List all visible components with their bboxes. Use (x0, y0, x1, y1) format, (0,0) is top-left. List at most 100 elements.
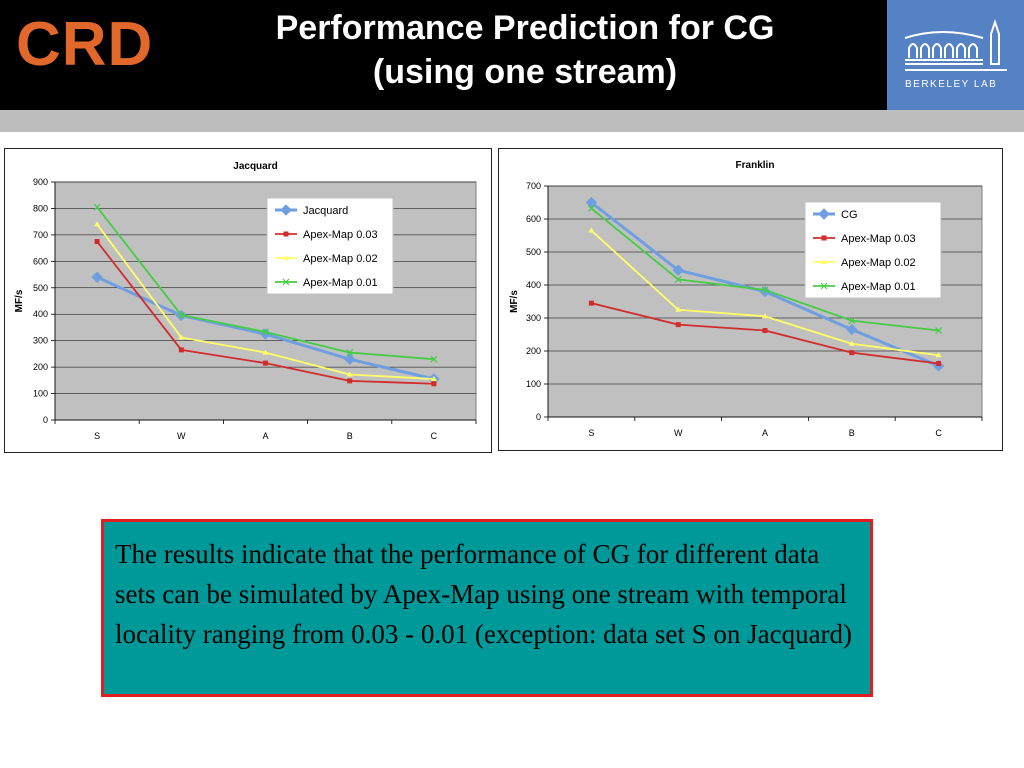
berkeley-lab-label: BERKELEY LAB (905, 79, 998, 90)
legend: Jacquard Apex-Map 0.03 Apex-Map 0.02 Apex-M… (266, 197, 394, 295)
data-point (282, 278, 290, 286)
y-tick-label: 200 (526, 346, 541, 356)
slide-title-line1: Performance Prediction for CG (275, 9, 775, 47)
y-tick-label: 900 (33, 177, 48, 187)
x-tick-label: W (674, 428, 683, 438)
data-point (263, 360, 268, 366)
legend-label: Apex-Map 0.02 (303, 253, 378, 265)
chart-title: Franklin (736, 160, 775, 171)
header-bar: CRD Performance Prediction for CG (using… (0, 0, 1024, 110)
x-tick-label: C (935, 428, 942, 438)
data-point (346, 349, 354, 356)
y-tick-label: 600 (33, 256, 48, 266)
data-point (674, 275, 682, 283)
data-point (94, 221, 101, 227)
data-point (283, 231, 289, 237)
chart-jacquard-svg: Jacquard 0 100 200 300 400 500 600 700 800 900 S W A B… (14, 161, 477, 441)
data-point (761, 286, 769, 294)
data-point (347, 378, 353, 384)
y-tick-label: 100 (526, 379, 541, 389)
data-point (91, 271, 103, 283)
berkeley-lab-icon (904, 18, 1007, 71)
y-tick-label: 800 (33, 203, 48, 213)
chart-franklin-svg: Franklin 0 100 200 300 400 500 600 700 S W A B C MF/s C… (509, 160, 983, 438)
data-point (262, 328, 269, 336)
chart-franklin: Franklin 0 100 200 300 400 500 600 700 S W A B C MF/s C… (498, 148, 1003, 451)
data-point (849, 350, 855, 356)
series-3 (93, 203, 438, 363)
series-1 (94, 239, 437, 387)
series-1 (588, 300, 942, 367)
y-tick-label: 400 (33, 309, 48, 319)
data-point (846, 323, 858, 336)
x-tick-label: B (849, 428, 855, 438)
y-tick-label: 0 (43, 415, 48, 425)
data-point (821, 259, 827, 264)
series-2 (588, 227, 942, 358)
data-point (283, 255, 289, 260)
data-point (675, 306, 682, 312)
x-tick-label: S (94, 431, 100, 441)
y-tick-label: 600 (526, 214, 541, 224)
legend-item: Apex-Map 0.01 (275, 277, 378, 289)
data-point (178, 347, 184, 353)
series-2 (94, 221, 437, 382)
x-tick-label: C (431, 431, 438, 441)
divider-band (0, 110, 1024, 132)
legend: CG Apex-Map 0.03 Apex-Map 0.02 Apex-Map 0.0… (804, 201, 942, 299)
y-tick-label: 300 (526, 313, 541, 323)
chart-title: Jacquard (233, 161, 277, 172)
data-point (94, 239, 100, 244)
data-point (430, 376, 437, 382)
y-tick-label: 500 (526, 247, 541, 257)
data-point (821, 235, 827, 241)
legend-label: CG (841, 209, 858, 221)
legend-label: Apex-Map 0.01 (303, 277, 378, 289)
data-point (762, 313, 768, 319)
conclusion-textbox: The results indicate that the performanc… (101, 519, 873, 697)
x-tick-label: S (588, 428, 594, 438)
data-point (935, 327, 943, 334)
y-tick-label: 700 (526, 181, 541, 191)
legend-box (804, 201, 942, 299)
legend-item: Apex-Map 0.03 (813, 233, 916, 245)
data-point (820, 282, 828, 290)
x-tick-label: A (262, 431, 268, 441)
data-point (848, 340, 855, 346)
data-point (585, 196, 598, 209)
x-tick-label: A (762, 428, 768, 438)
legend-box (266, 197, 394, 295)
data-point (588, 227, 595, 233)
data-point (177, 311, 185, 319)
y-axis-label: MF/s (509, 290, 520, 313)
y-tick-label: 0 (536, 412, 541, 422)
y-tick-label: 500 (33, 283, 48, 293)
legend-label: Apex-Map 0.03 (841, 233, 916, 245)
legend-item: Apex-Map 0.02 (813, 257, 916, 269)
legend-label: Apex-Map 0.02 (841, 257, 916, 269)
x-tick-label: B (347, 431, 353, 441)
legend-item: CG (813, 208, 858, 221)
berkeley-lab-logo (887, 0, 1024, 110)
data-point (672, 264, 684, 276)
data-point (262, 349, 269, 355)
y-tick-label: 200 (33, 362, 48, 372)
x-tick-label: W (177, 431, 186, 441)
data-point (431, 381, 437, 387)
plot-area (54, 181, 477, 421)
data-point (346, 371, 353, 377)
y-tick-label: 300 (33, 336, 48, 346)
data-point (280, 204, 292, 216)
data-point (818, 208, 830, 220)
conclusion-text: The results indicate that the performanc… (115, 539, 853, 649)
legend-label: Jacquard (303, 205, 348, 217)
crd-logo: CRD (16, 10, 154, 79)
data-point (588, 300, 594, 306)
y-tick-label: 700 (33, 230, 48, 240)
data-point (93, 203, 101, 211)
legend-label: Apex-Map 0.03 (303, 229, 378, 241)
slide-title-line2: (using one stream) (372, 53, 678, 91)
y-tick-label: 100 (33, 389, 48, 399)
legend-item: Apex-Map 0.02 (275, 253, 378, 265)
legend-item: Jacquard (275, 204, 348, 217)
